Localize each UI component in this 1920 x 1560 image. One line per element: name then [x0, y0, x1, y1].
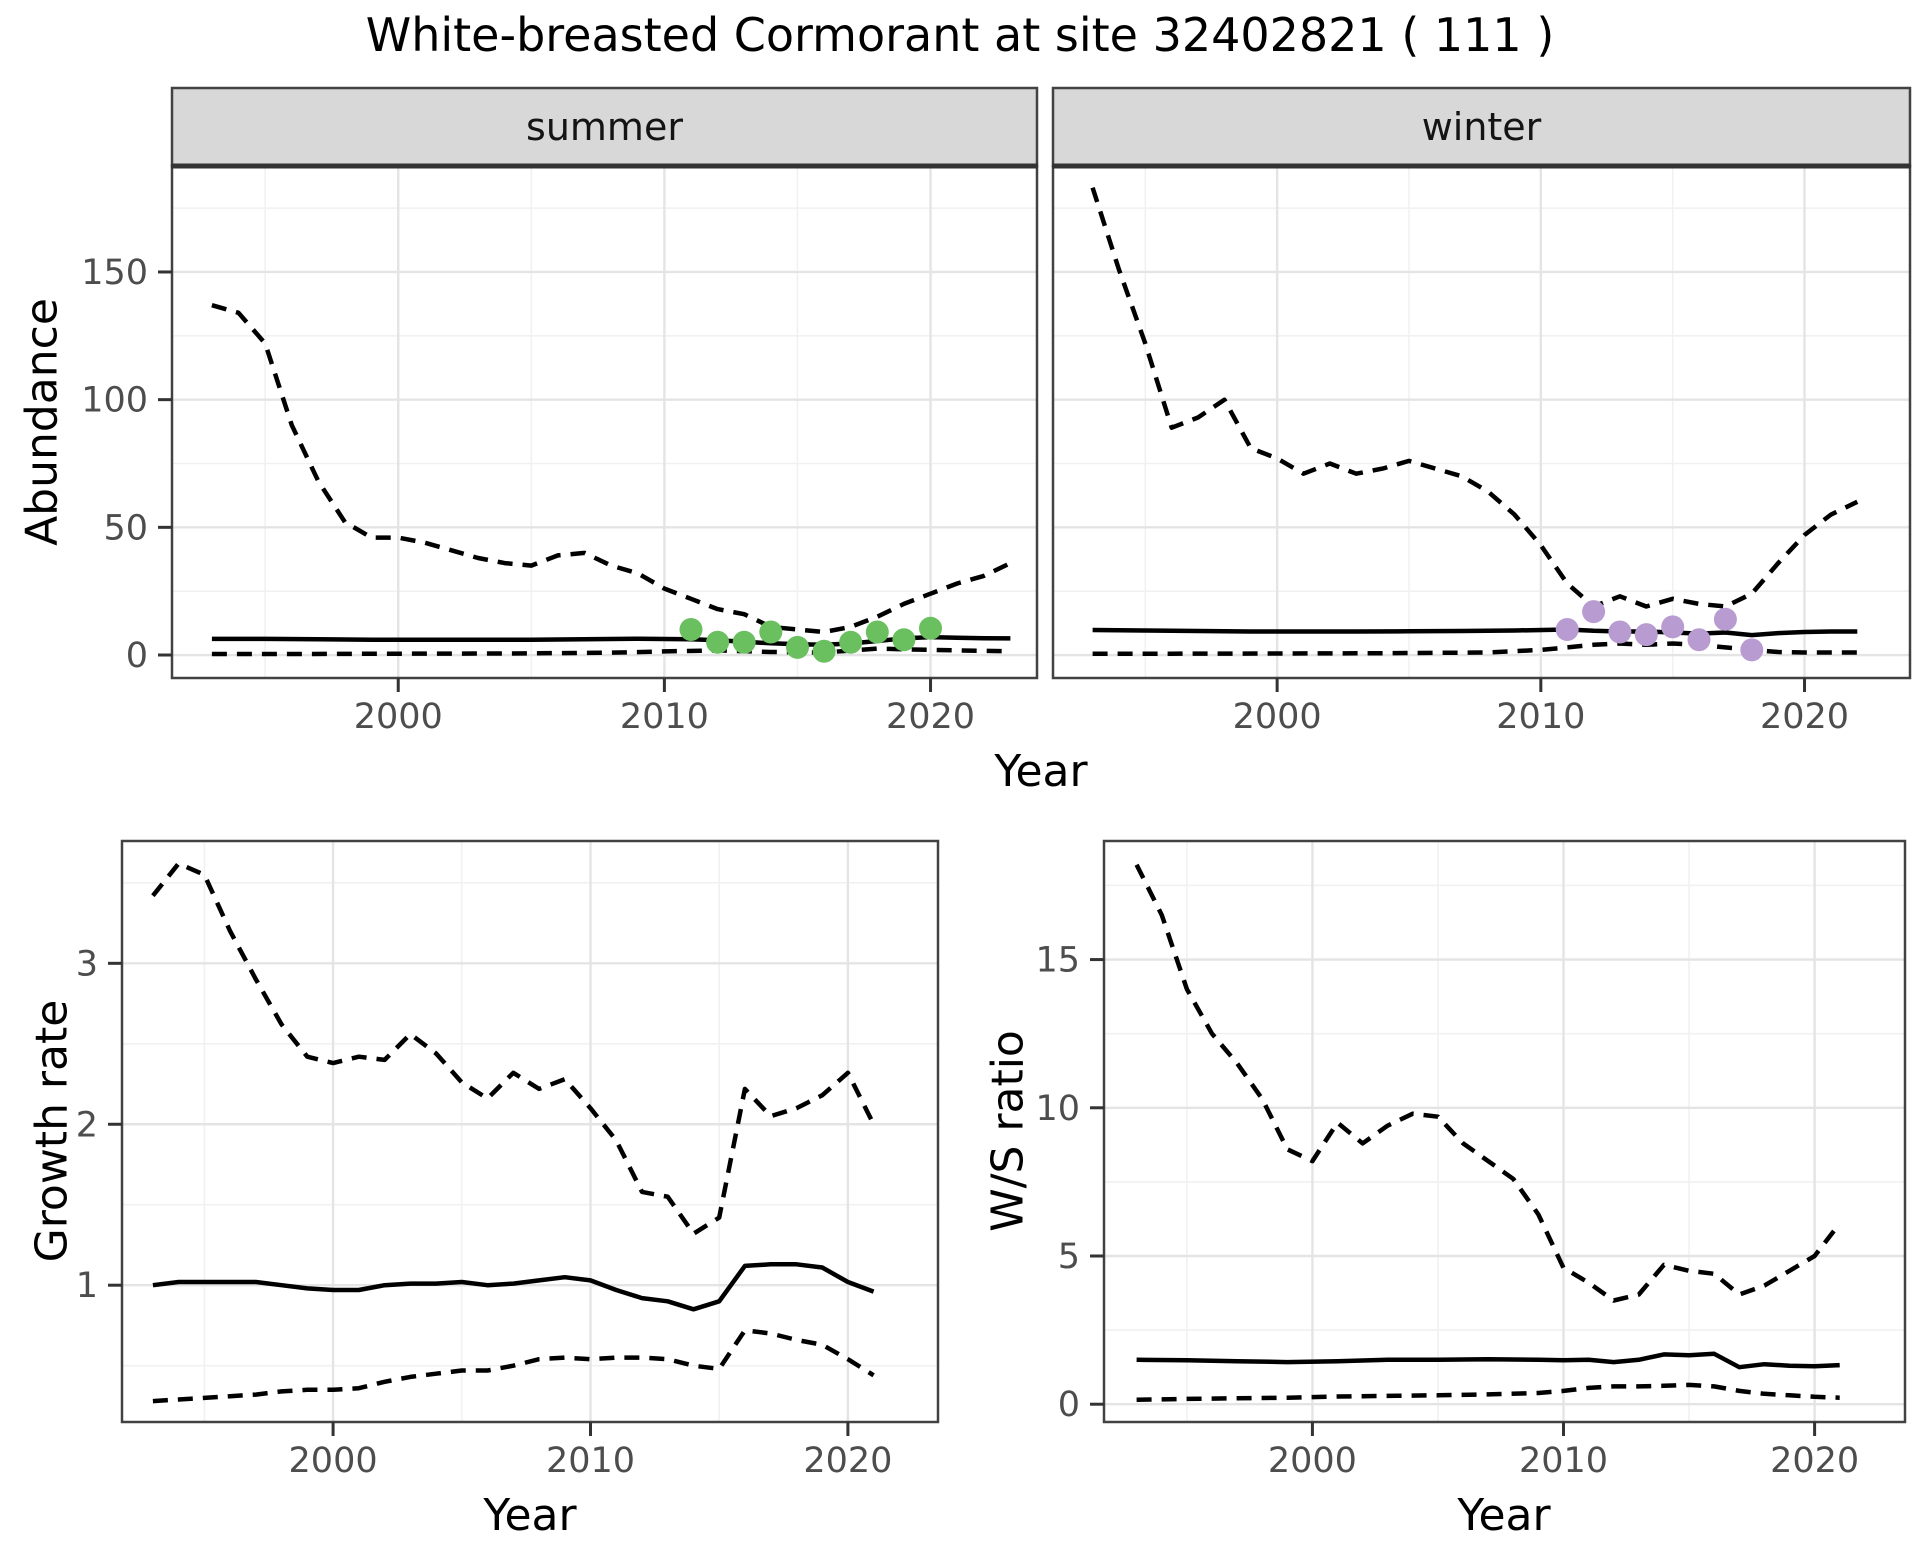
y-tick-label: 5 [1058, 1237, 1080, 1277]
series-estimate [152, 1262, 875, 1312]
panel-background [172, 166, 1037, 678]
series-estimate [1136, 1351, 1840, 1370]
observation-point [839, 630, 863, 654]
panel-background [1104, 841, 1905, 1422]
x-tick-label: 2020 [1770, 1441, 1859, 1481]
series-upper_ci [151, 861, 876, 1236]
series-layer [211, 303, 1012, 663]
panel-border [1102, 839, 1907, 1424]
observation-point [1582, 600, 1606, 624]
series-lower_ci [152, 1328, 875, 1404]
panel-growth: 2000 2010 2020 1 2 3 [76, 839, 940, 1481]
panel-summer: summer 2000 2010 2020 0 50 100 150 [81, 86, 1039, 737]
growth-rate-axis-title: Growth rate [26, 999, 78, 1263]
observation-point [919, 616, 942, 640]
y-tick-label: 10 [1035, 1089, 1080, 1129]
observation-point [1687, 628, 1711, 652]
series-estimate [211, 634, 1011, 648]
y-tick-label: 100 [81, 381, 148, 421]
x-tick-label: 2000 [1233, 697, 1322, 737]
facet-strip-label: winter [1422, 105, 1542, 149]
y-tick-label: 2 [76, 1105, 98, 1145]
observation-point [786, 635, 809, 659]
observation-point [1634, 623, 1658, 647]
panel-border [120, 839, 940, 1424]
y-tick-label: 50 [103, 508, 148, 548]
y-tick-label: 15 [1035, 941, 1080, 981]
series-layer [1134, 863, 1842, 1403]
panel-winter: winter 2000 2010 2020 [1051, 86, 1912, 737]
series-lower_ci [1136, 1382, 1840, 1403]
year-axis-title-ws: Year [1457, 1490, 1551, 1541]
series-upper_ci [1090, 187, 1859, 609]
year-axis-title-growth: Year [483, 1490, 577, 1541]
observation-point [1661, 615, 1685, 639]
panel-ws: 2000 2010 2020 0 5 10 15 [1035, 839, 1907, 1481]
observation-point [679, 618, 703, 641]
observation-point [892, 628, 916, 652]
observation-point [812, 639, 836, 663]
observation-point [706, 630, 730, 654]
figure-title: White-breasted Cormorant at site 3240282… [365, 8, 1555, 62]
facet-strip [1051, 86, 1912, 168]
y-tick-label: 1 [76, 1266, 98, 1306]
observation-point [865, 620, 889, 644]
x-tick-label: 2010 [620, 697, 709, 737]
series-estimate [1092, 627, 1858, 638]
y-tick-label: 150 [81, 253, 148, 293]
series-layer [1090, 187, 1859, 662]
x-tick-label: 2010 [1496, 697, 1585, 737]
abundance-axis-title: Abundance [16, 298, 68, 546]
y-tick-label: 3 [76, 944, 98, 984]
observation-point [1713, 607, 1737, 631]
x-tick-label: 2000 [1268, 1441, 1357, 1481]
y-tick-label: 0 [126, 636, 148, 676]
observation-point [1740, 638, 1764, 662]
observation-point [732, 630, 756, 654]
ws-ratio-axis-title: W/S ratio [982, 1030, 1034, 1232]
year-axis-title-top: Year [994, 746, 1088, 797]
observation-point [1608, 620, 1632, 644]
x-tick-label: 2000 [289, 1441, 378, 1481]
facet-strip [170, 86, 1039, 168]
y-tick-label: 0 [1058, 1385, 1080, 1425]
panel-background [122, 841, 938, 1422]
facet-strip-label: summer [526, 105, 683, 149]
series-layer [151, 861, 876, 1404]
observation-point [1555, 618, 1579, 641]
x-tick-label: 2000 [354, 697, 443, 737]
x-tick-label: 2020 [886, 697, 975, 737]
panel-background [1053, 166, 1910, 678]
x-tick-label: 2010 [1519, 1441, 1608, 1481]
x-tick-label: 2020 [803, 1441, 892, 1481]
x-tick-label: 2010 [546, 1441, 635, 1481]
observation-point [759, 620, 783, 644]
x-tick-label: 2020 [1760, 697, 1849, 737]
series-upper_ci [1134, 863, 1842, 1303]
